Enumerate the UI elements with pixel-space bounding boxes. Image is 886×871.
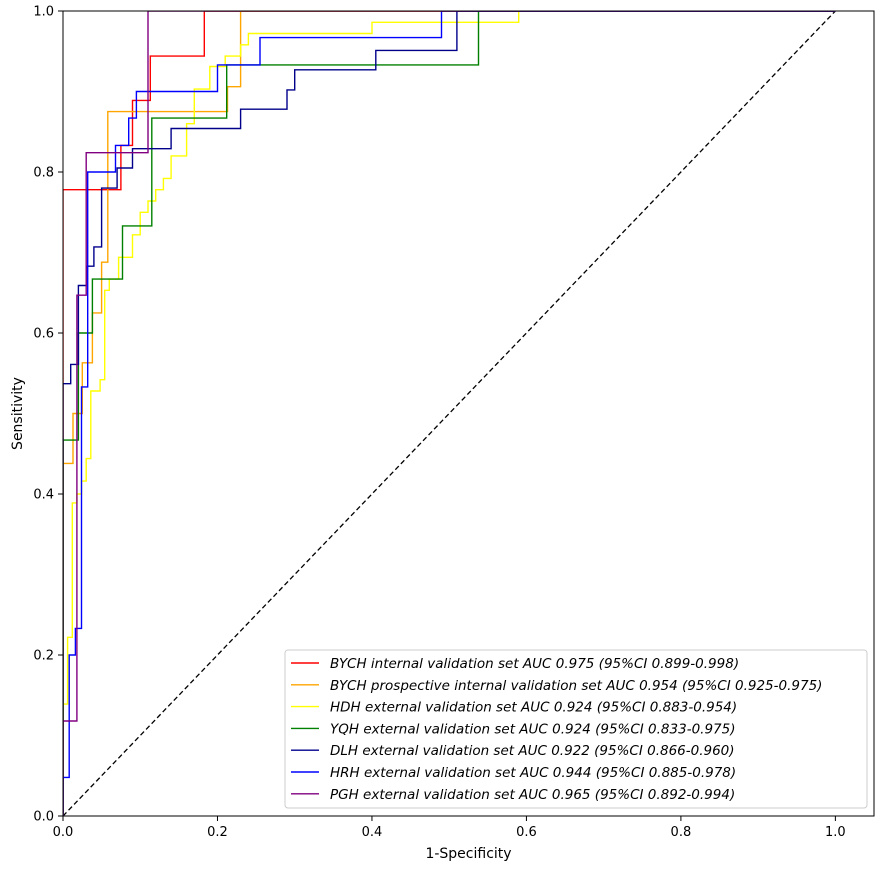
plot-area xyxy=(62,10,875,817)
legend-label: PGH external validation set AUC 0.965 (9… xyxy=(330,787,735,803)
legend-label: BYCH prospective internal validation set… xyxy=(330,678,822,694)
roc-curve-4 xyxy=(63,11,836,816)
roc-curve-7 xyxy=(63,11,836,816)
roc-curve-6 xyxy=(63,11,836,816)
x-tick-label: 0.4 xyxy=(362,825,383,840)
legend-label: YQH external validation set AUC 0.924 (9… xyxy=(330,721,736,737)
legend: BYCH internal validation set AUC 0.975 (… xyxy=(284,649,868,809)
x-tick-label: 0.2 xyxy=(207,825,228,840)
y-tick-label: 0.4 xyxy=(33,488,54,503)
legend-box xyxy=(284,649,868,809)
reference-line xyxy=(63,11,836,816)
roc-curve-5 xyxy=(63,11,836,816)
axis-ticks: 0.0 0.2 0.4 0.6 0.8 1.0 0.0 0.2 0.4 0.6 0.8 1.0 xyxy=(33,5,845,841)
x-tick-label: 0.0 xyxy=(53,825,74,840)
legend-label: HRH external validation set AUC 0.944 (9… xyxy=(330,765,736,781)
legend-label: BYCH internal validation set AUC 0.975 (… xyxy=(330,656,739,672)
roc-curve-2 xyxy=(63,11,836,816)
legend-label: HDH external validation set AUC 0.924 (9… xyxy=(330,700,737,716)
y-tick-label: 1.0 xyxy=(33,5,54,20)
x-axis-title: 1-Specificity xyxy=(425,846,511,862)
y-tick-label: 0.6 xyxy=(33,327,54,342)
y-tick-label: 0.2 xyxy=(33,649,54,664)
x-tick-label: 1.0 xyxy=(825,825,846,840)
y-tick-label: 0.8 xyxy=(33,166,54,181)
legend-label: DLH external validation set AUC 0.922 (9… xyxy=(330,743,735,759)
y-tick-label: 0.0 xyxy=(33,810,54,825)
y-axis-title: Sensitivity xyxy=(10,377,26,450)
x-tick-label: 0.6 xyxy=(516,825,537,840)
x-tick-label: 0.8 xyxy=(671,825,692,840)
plot-frame xyxy=(62,10,875,817)
